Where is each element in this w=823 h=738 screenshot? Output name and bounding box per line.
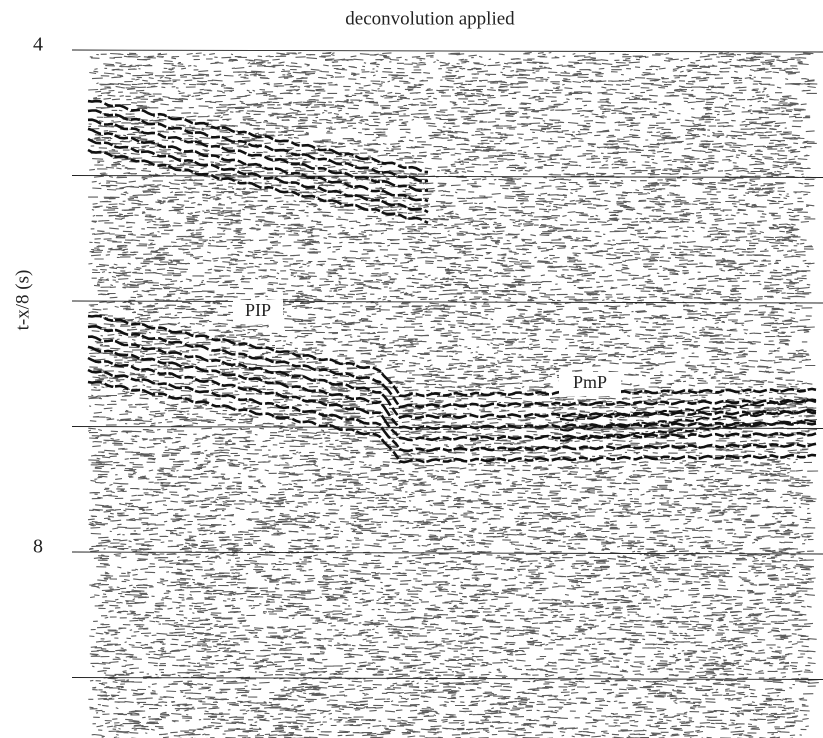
grid-line [72,50,823,52]
seismic-texture [88,52,819,738]
chart-title: deconvolution applied [345,8,515,29]
annotation: PIP [245,300,271,320]
y-tick-label: 8 [33,536,43,558]
y-tick-label: 4 [33,34,43,56]
reflector [88,120,428,191]
chart: deconvolution applied t-x/8 (s) 4 8 PIP PmP [0,0,823,738]
annotation: PmP [573,372,607,392]
y-axis-label: t-x/8 (s) [12,270,33,331]
reflector [88,382,816,462]
reflector [88,111,428,182]
